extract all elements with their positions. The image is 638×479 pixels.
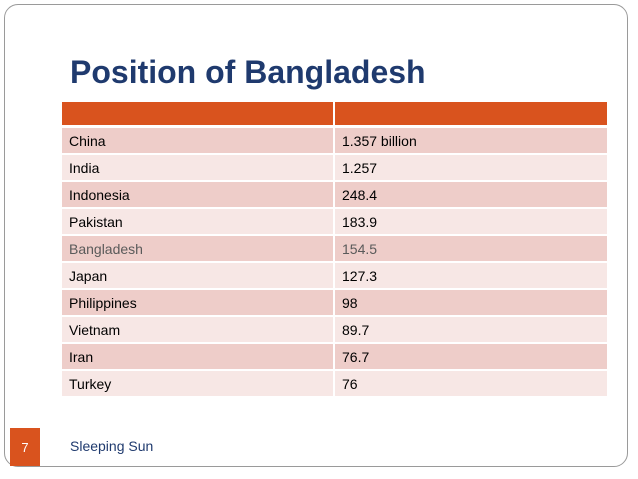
population-cell: 183.9: [334, 208, 607, 236]
slide-title: Position of Bangladesh: [70, 54, 426, 90]
country-cell: Philippines: [62, 289, 335, 317]
country-cell: Iran: [62, 343, 335, 371]
page-number-badge: 7: [10, 428, 40, 466]
table-row: Philippines 98: [62, 289, 607, 317]
population-cell: 1.257: [334, 154, 607, 182]
population-table: China 1.357 billion India 1.257 Indonesi…: [62, 102, 607, 398]
population-cell: 127.3: [334, 262, 607, 290]
country-cell: Pakistan: [62, 208, 335, 236]
population-cell: 1.357 billion: [334, 126, 607, 155]
table-header-row: [62, 102, 607, 128]
country-cell: Japan: [62, 262, 335, 290]
country-cell: Bangladesh: [62, 235, 335, 263]
country-cell: India: [62, 154, 335, 182]
table-row: Iran 76.7: [62, 343, 607, 371]
population-cell: 154.5: [334, 235, 607, 263]
table-row: Indonesia 248.4: [62, 181, 607, 209]
footer-text: Sleeping Sun: [70, 438, 154, 454]
table-row: Pakistan 183.9: [62, 208, 607, 236]
table-row: China 1.357 billion: [62, 126, 607, 155]
country-cell: Vietnam: [62, 316, 335, 344]
table-row: Turkey 76: [62, 370, 607, 398]
population-cell: 76: [334, 370, 607, 398]
slide-frame: [4, 4, 628, 467]
population-cell: 98: [334, 289, 607, 317]
table-header-cell-country: [62, 102, 335, 128]
country-cell: Turkey: [62, 370, 335, 398]
table-row-bangladesh: Bangladesh 154.5: [62, 235, 607, 263]
population-cell: 248.4: [334, 181, 607, 209]
country-cell: Indonesia: [62, 181, 335, 209]
population-cell: 89.7: [334, 316, 607, 344]
page-number: 7: [21, 439, 29, 455]
country-cell: China: [62, 126, 335, 155]
table-header-cell-population: [334, 102, 607, 128]
table-row: Japan 127.3: [62, 262, 607, 290]
population-cell: 76.7: [334, 343, 607, 371]
table-row: India 1.257: [62, 154, 607, 182]
table-row: Vietnam 89.7: [62, 316, 607, 344]
